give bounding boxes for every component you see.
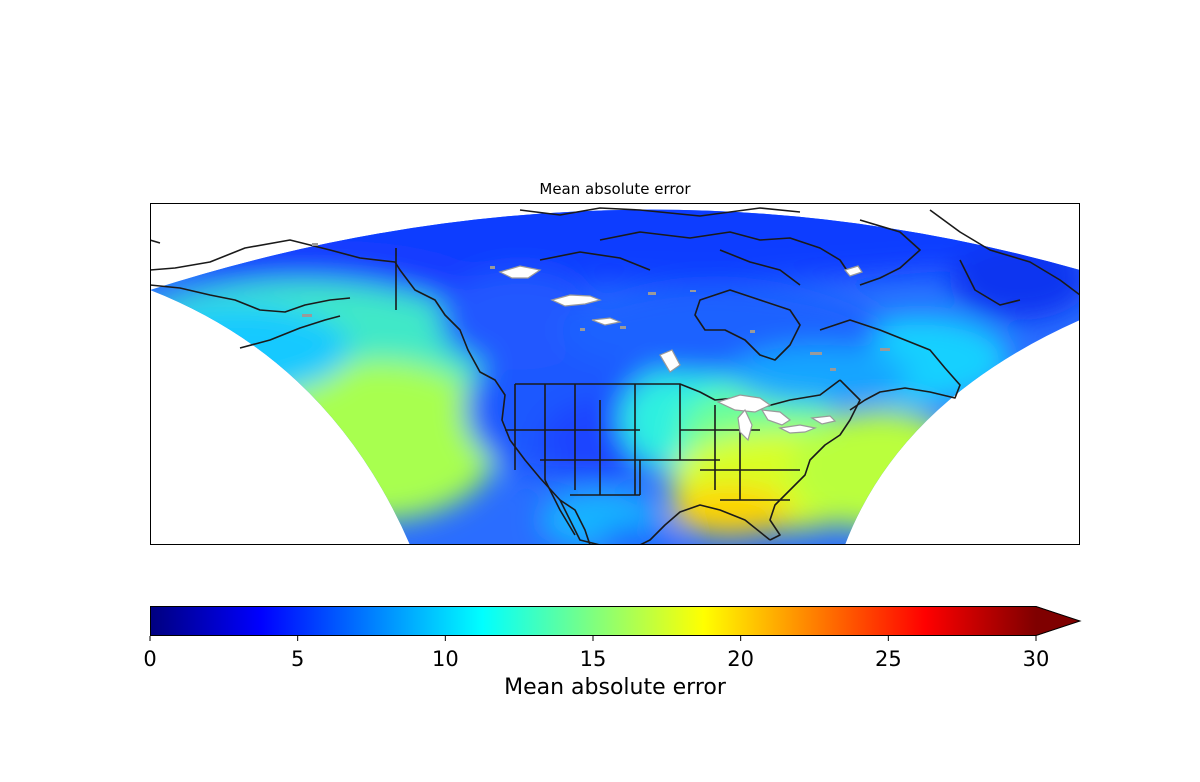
colorbar-tick-label: 0	[143, 647, 156, 671]
heatmap-field	[150, 209, 1080, 545]
coastlines	[150, 207, 1080, 545]
map-title: Mean absolute error	[539, 180, 691, 198]
colorbar-tick-label: 30	[1023, 647, 1050, 671]
colorbar-tick-label: 25	[875, 647, 902, 671]
colorbar-tick-label: 5	[291, 647, 304, 671]
colorbar-outline	[150, 606, 1082, 636]
colorbar: 0 5 10 15 20 25 30 Mean absolute error	[143, 606, 1082, 700]
colorbar-label: Mean absolute error	[504, 675, 727, 700]
colorbar-tick-label: 15	[580, 647, 607, 671]
lakes	[498, 265, 863, 442]
small-lakes	[302, 243, 890, 371]
colorbar-gradient	[150, 606, 1036, 636]
colorbar-tick-label: 10	[432, 647, 459, 671]
map-frame	[150, 203, 1080, 545]
colorbar-ticks: 0 5 10 15 20 25 30	[143, 636, 1049, 671]
colorbar-extend-arrow	[1036, 606, 1080, 636]
colorbar-tick-label: 20	[727, 647, 754, 671]
